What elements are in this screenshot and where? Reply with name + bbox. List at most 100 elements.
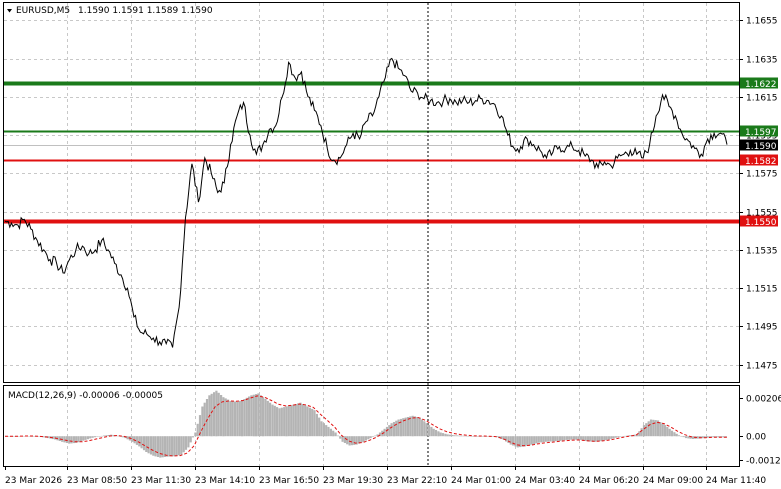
macd-bar — [420, 419, 424, 437]
macd-bar — [210, 393, 213, 437]
macd-bar — [570, 436, 573, 440]
macd-bar — [23, 436, 26, 437]
macd-bar — [194, 432, 197, 437]
macd-bar — [656, 420, 660, 437]
macd-bar — [343, 436, 346, 443]
macd-bar — [535, 436, 538, 444]
macd-bar — [203, 402, 206, 437]
macd-bar — [427, 425, 431, 437]
macd-bar — [79, 436, 82, 442]
macd-bar — [582, 436, 585, 441]
macd-bar — [166, 436, 169, 457]
macd-bar — [617, 436, 620, 438]
time-tick-label: 24 Mar 09:00 — [643, 476, 703, 486]
macd-bar — [306, 406, 309, 437]
macd-bar — [470, 436, 473, 437]
macd-bar — [528, 436, 531, 446]
macd-bar — [670, 430, 674, 437]
macd-bar — [121, 436, 124, 438]
macd-bar — [596, 436, 599, 442]
symbol-dropdown-icon[interactable] — [7, 9, 12, 13]
macd-bar — [175, 436, 178, 456]
macd-bar — [248, 396, 251, 437]
macd-bar — [675, 433, 678, 437]
macd-bar — [325, 425, 328, 437]
macd-bar — [446, 434, 449, 437]
macd-bar — [383, 428, 386, 437]
macd-bar — [547, 436, 550, 442]
macd-bar — [388, 425, 391, 437]
time-tick-label: 23 Mar 11:30 — [131, 476, 191, 486]
macd-bar — [441, 433, 445, 437]
macd-bar — [474, 436, 477, 437]
price-series — [4, 57, 728, 348]
macd-bar — [369, 436, 372, 439]
macd-bar — [250, 395, 253, 437]
macd-bar — [502, 436, 505, 440]
macd-bar — [215, 390, 218, 437]
macd-bar — [378, 432, 382, 437]
macd-bar — [308, 407, 311, 437]
macd-bar — [341, 436, 344, 442]
macd-bar — [96, 436, 99, 437]
macd-tick-label: 0.00 — [746, 433, 766, 443]
macd-bar — [58, 436, 61, 441]
macd-bar — [304, 405, 307, 437]
macd-bar — [294, 404, 297, 437]
macd-bar — [460, 435, 463, 437]
level-tag-label: 1.1597 — [745, 128, 777, 138]
time-tick-label: 23 Mar 14:10 — [195, 476, 255, 486]
macd-bar — [418, 417, 421, 437]
macd-bar — [238, 400, 241, 437]
macd-bar — [189, 436, 192, 443]
macd-bar — [626, 435, 629, 437]
macd-bar — [152, 436, 155, 456]
macd-bar — [315, 413, 318, 437]
macd-bar — [241, 400, 244, 437]
macd-bar — [472, 436, 475, 437]
macd-bar — [142, 436, 146, 451]
macd-bar — [42, 436, 45, 438]
support-resistance-levels[interactable] — [4, 81, 739, 224]
macd-bar — [163, 436, 167, 457]
macd-bar — [285, 406, 288, 437]
macd-bar — [47, 436, 50, 439]
macd-bar — [367, 436, 370, 440]
symbol-label[interactable]: EURUSD,M5 — [16, 6, 70, 16]
macd-bar — [161, 436, 164, 458]
macd-bar — [93, 436, 96, 438]
macd-bar — [521, 436, 524, 447]
macd-bar — [184, 436, 188, 450]
macd-bar — [586, 436, 589, 442]
level-tag — [740, 125, 778, 137]
time-tick-label: 23 Mar 08:50 — [67, 476, 127, 486]
macd-bar — [346, 436, 349, 445]
macd-bar — [82, 436, 85, 441]
macd-bar — [448, 434, 452, 437]
macd-bar — [229, 400, 232, 437]
macd-bar — [301, 404, 304, 437]
macd-bar — [549, 436, 552, 442]
macd-tick-label: 0.00206 — [746, 395, 781, 405]
macd-bar — [439, 432, 442, 437]
macd-bar — [451, 435, 454, 437]
macd-bar — [205, 399, 209, 437]
macd-bar — [72, 436, 75, 444]
macd-histogram — [5, 390, 727, 458]
macd-bar — [638, 431, 641, 437]
macd-bar — [357, 436, 360, 444]
macd-bar — [283, 407, 286, 437]
macd-bar — [463, 435, 466, 437]
macd-bar — [603, 436, 606, 441]
macd-bar — [33, 436, 36, 437]
macd-bar — [224, 398, 227, 437]
macd-bar — [107, 435, 110, 437]
macd-bar — [353, 436, 356, 445]
macd-bar — [276, 407, 279, 437]
time-tick-label: 24 Mar 01:00 — [451, 476, 511, 486]
macd-bar — [371, 436, 374, 437]
macd-bar — [245, 397, 248, 437]
macd-bar — [362, 436, 365, 442]
price-tick-label: 1.1515 — [746, 285, 778, 295]
